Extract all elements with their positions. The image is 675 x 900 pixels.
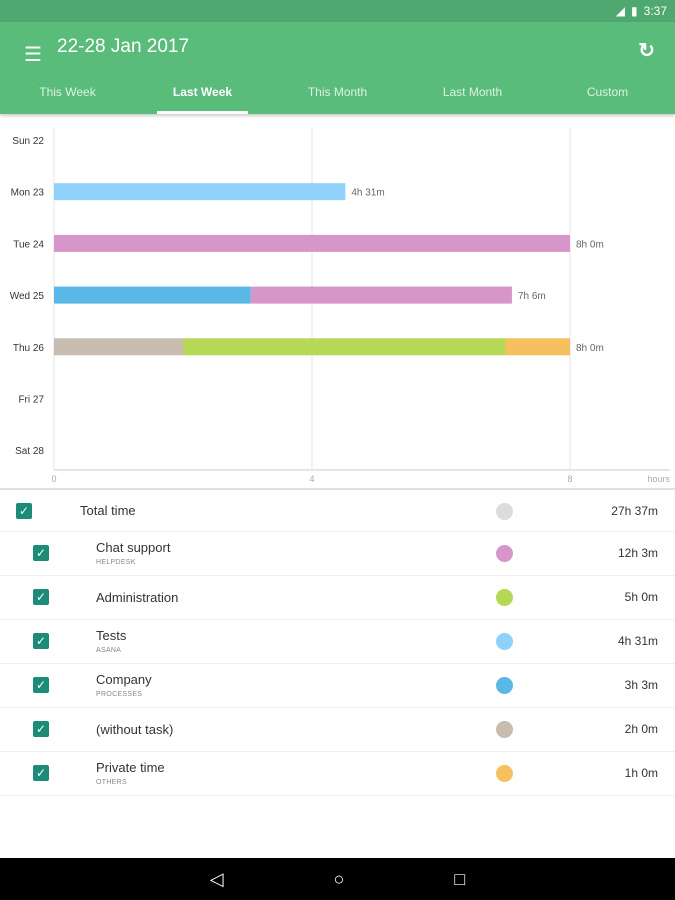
nav-bar: ◁ ○ □	[0, 858, 675, 900]
hours-chart: 0 4 8 hours Sun 22 Mon 23 4h 31m Tue 24 8h 0m Wed…	[10, 128, 670, 484]
tab-custom[interactable]: Custom	[586, 85, 629, 99]
duration: 12h 3m	[617, 546, 658, 560]
color-dot	[496, 721, 513, 738]
day-label: Fri 27	[18, 395, 44, 406]
color-dot	[496, 677, 513, 694]
color-dot	[496, 633, 513, 650]
x-axis-label: hours	[647, 474, 670, 484]
list-item[interactable]: ✓ Company PROCESSES 3h 3m	[0, 664, 675, 708]
day-label: Sat 28	[15, 446, 44, 457]
checkbox[interactable]: ✓	[33, 633, 49, 649]
tab-this-month[interactable]: This Month	[307, 85, 368, 99]
bar-total-label: 4h 31m	[351, 188, 384, 199]
task-name: Total time	[80, 503, 136, 518]
checkbox[interactable]: ✓	[33, 677, 49, 693]
tab-last-month[interactable]: Last Month	[442, 85, 503, 99]
period-tabs: This Week Last Week This Month Last Month Cu…	[0, 74, 675, 114]
checkbox[interactable]: ✓	[16, 503, 32, 519]
bar-total-label: 8h 0m	[576, 239, 604, 250]
day-label: Tue 24	[13, 239, 44, 250]
task-name: Tests	[96, 628, 127, 643]
list-item[interactable]: ✓ Tests ASANA 4h 31m	[0, 620, 675, 664]
x-tick-label: 0	[51, 474, 56, 484]
refresh-icon[interactable]: ↻	[638, 40, 655, 62]
bar-segment	[54, 183, 346, 201]
tab-this-week[interactable]: This Week	[39, 85, 96, 99]
project-name: HELPDESK	[96, 559, 136, 566]
task-name: Administration	[96, 590, 179, 605]
day-label: Sun 22	[12, 136, 44, 147]
checkbox[interactable]: ✓	[33, 721, 49, 737]
project-name: ASANA	[96, 647, 122, 654]
duration: 5h 0m	[624, 590, 658, 604]
task-name: Company	[96, 672, 152, 687]
home-icon[interactable]: ○	[333, 868, 345, 889]
page-title: 22-28 Jan 2017	[57, 36, 190, 57]
app-bar: ☰ 22-28 Jan 2017 ↻ This Week Last Week Thi…	[0, 22, 675, 114]
list-item[interactable]: ✓ Administration 5h 0m	[0, 576, 675, 620]
bar-segment	[54, 234, 570, 252]
day-label: Thu 26	[13, 343, 45, 354]
back-icon[interactable]: ◁	[209, 868, 224, 889]
bar-segment	[505, 338, 570, 356]
x-tick-label: 8	[567, 474, 572, 484]
checkbox[interactable]: ✓	[33, 589, 49, 605]
project-name: PROCESSES	[96, 691, 143, 698]
duration: 1h 0m	[624, 766, 658, 780]
checkbox[interactable]: ✓	[33, 545, 49, 561]
task-name: (without task)	[96, 722, 174, 737]
bar-total-label: 8h 0m	[576, 343, 604, 354]
bar-segment	[183, 338, 506, 356]
bar-segment	[54, 286, 251, 304]
list-item[interactable]: ✓ (without task) 2h 0m	[0, 708, 675, 752]
signal-icon: ◢	[615, 4, 626, 18]
bar-total-label: 7h 6m	[518, 291, 546, 302]
tab-last-week[interactable]: Last Week	[135, 74, 270, 114]
bar-segment	[250, 286, 512, 304]
list-item[interactable]: ✓ Chat support HELPDESK 12h 3m	[0, 532, 675, 576]
day-label: Mon 23	[11, 188, 45, 199]
bar-segment	[54, 338, 183, 356]
list-item[interactable]: ✓ Private time OTHERS 1h 0m	[0, 752, 675, 796]
menu-icon[interactable]: ☰	[24, 44, 42, 66]
battery-icon: ▮	[631, 4, 638, 18]
project-name: OTHERS	[96, 779, 127, 786]
recents-icon[interactable]: □	[454, 868, 466, 889]
color-dot	[496, 503, 513, 520]
task-list: ✓ Total time 27h 37m ✓ Chat support HELPD…	[0, 488, 675, 796]
checkbox[interactable]: ✓	[33, 765, 49, 781]
color-dot	[496, 765, 513, 782]
duration: 3h 3m	[624, 678, 658, 692]
color-dot	[496, 589, 513, 606]
task-name: Private time	[96, 760, 165, 775]
duration: 27h 37m	[611, 504, 658, 518]
clock: 3:37	[643, 4, 667, 18]
color-dot	[496, 545, 513, 562]
duration: 2h 0m	[624, 722, 658, 736]
duration: 4h 31m	[617, 634, 658, 648]
status-bar: ◢ ▮ 3:37	[0, 0, 675, 22]
x-tick-label: 4	[309, 474, 314, 484]
total-row[interactable]: ✓ Total time 27h 37m	[0, 490, 675, 532]
task-name: Chat support	[96, 540, 171, 555]
day-label: Wed 25	[10, 291, 45, 302]
